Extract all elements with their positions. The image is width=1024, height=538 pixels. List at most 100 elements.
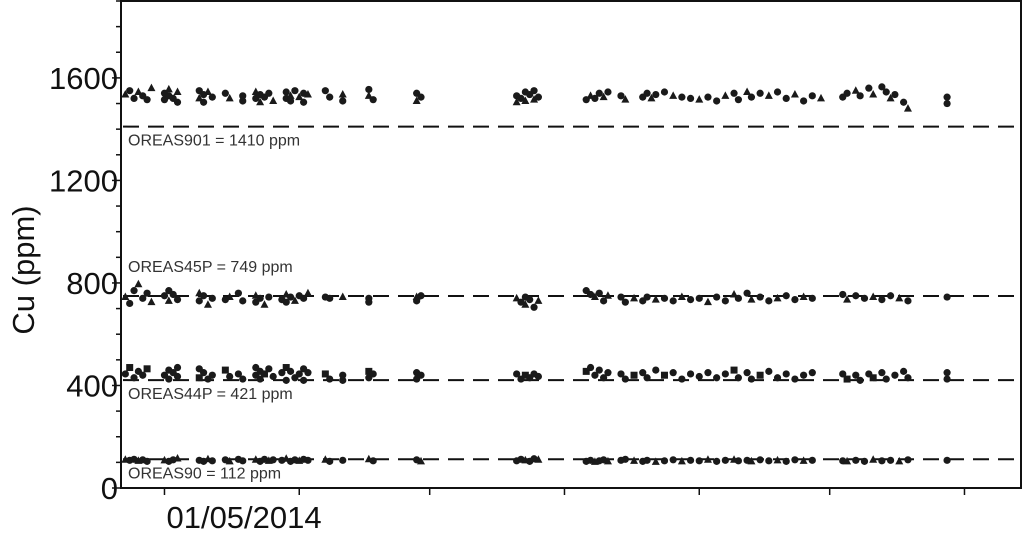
data-point [878, 457, 886, 465]
data-point [678, 93, 686, 101]
data-point [843, 375, 851, 383]
data-point [208, 371, 216, 379]
data-point [621, 298, 629, 306]
data-point [817, 93, 825, 102]
data-point [852, 456, 860, 464]
data-point [765, 297, 773, 305]
data-point [226, 372, 234, 381]
data-point [617, 92, 625, 100]
data-point [195, 297, 203, 305]
data-point [269, 96, 278, 104]
data-point [269, 372, 277, 381]
data-point [891, 90, 899, 99]
reference-lines: OREAS901 = 1410 ppm OREAS45P = 749 ppm ORE… [123, 125, 1021, 482]
data-point [621, 375, 629, 383]
data-point [521, 300, 530, 308]
data-point [617, 293, 625, 301]
data-point [169, 456, 177, 464]
data-point [121, 370, 129, 378]
data-point [265, 365, 273, 373]
data-point [764, 91, 773, 99]
data-point [208, 457, 216, 465]
data-point [234, 370, 242, 378]
data-point [417, 371, 425, 379]
data-point [208, 93, 216, 101]
data-point [365, 367, 373, 375]
data-point [256, 97, 265, 106]
data-point [695, 372, 703, 381]
data-point [856, 92, 864, 100]
data-point [286, 293, 295, 301]
data-point [730, 89, 738, 97]
data-point [513, 370, 521, 378]
y-tick-label: 800 [66, 266, 118, 301]
data-point [143, 96, 151, 104]
data-point [782, 370, 790, 378]
data-point [326, 294, 334, 302]
data-point [643, 456, 651, 464]
data-point [713, 97, 721, 105]
data-point [773, 374, 782, 382]
data-point [595, 89, 603, 97]
data-point [756, 293, 764, 301]
data-point [339, 376, 347, 384]
data-point [173, 87, 182, 95]
data-point [369, 370, 377, 378]
data-point [721, 456, 729, 464]
data-point [860, 457, 869, 465]
data-point [790, 90, 799, 98]
data-point [534, 93, 542, 101]
data-point [730, 366, 738, 374]
data-point [160, 292, 169, 300]
data-point [808, 294, 816, 302]
data-point [865, 84, 873, 92]
data-point [660, 371, 668, 379]
data-point [695, 294, 703, 302]
reference-label: OREAS44P = 421 ppm [128, 386, 293, 403]
data-point [286, 91, 295, 99]
data-point [808, 369, 816, 377]
data-point [143, 365, 151, 373]
data-point [669, 297, 677, 305]
data-point [703, 455, 712, 463]
data-point [221, 366, 229, 374]
data-point [686, 94, 695, 102]
data-point [339, 456, 347, 464]
data-point [765, 367, 773, 375]
data-point [321, 87, 329, 95]
data-point [643, 374, 651, 382]
data-point [169, 290, 177, 299]
data-point [239, 375, 247, 383]
data-point [300, 376, 308, 384]
data-point [369, 457, 377, 465]
data-point [417, 292, 425, 300]
data-point [713, 457, 721, 465]
data-point [782, 94, 790, 102]
data-point [882, 375, 890, 383]
data-point [703, 297, 712, 306]
data-point [603, 456, 612, 465]
data-point [756, 456, 764, 464]
data-point [321, 370, 329, 378]
data-point [743, 369, 751, 377]
data-point [721, 370, 729, 378]
data-point [260, 455, 269, 463]
data-point [338, 292, 347, 301]
data-point [943, 99, 951, 108]
data-point [799, 456, 808, 464]
data-point [534, 296, 543, 304]
y-axis: 0 400 800 1200 1600 [49, 0, 121, 506]
data-point [121, 292, 130, 301]
data-point [943, 369, 951, 377]
data-point [164, 296, 173, 304]
data-point [265, 293, 273, 301]
data-point [647, 93, 656, 102]
data-point [639, 369, 647, 377]
data-point [291, 87, 299, 95]
y-axis-title: Cu (ppm) [6, 205, 41, 334]
data-point [208, 294, 216, 302]
data-point [521, 96, 530, 104]
data-point [943, 375, 951, 383]
data-point [586, 456, 595, 464]
data-point [686, 370, 695, 378]
